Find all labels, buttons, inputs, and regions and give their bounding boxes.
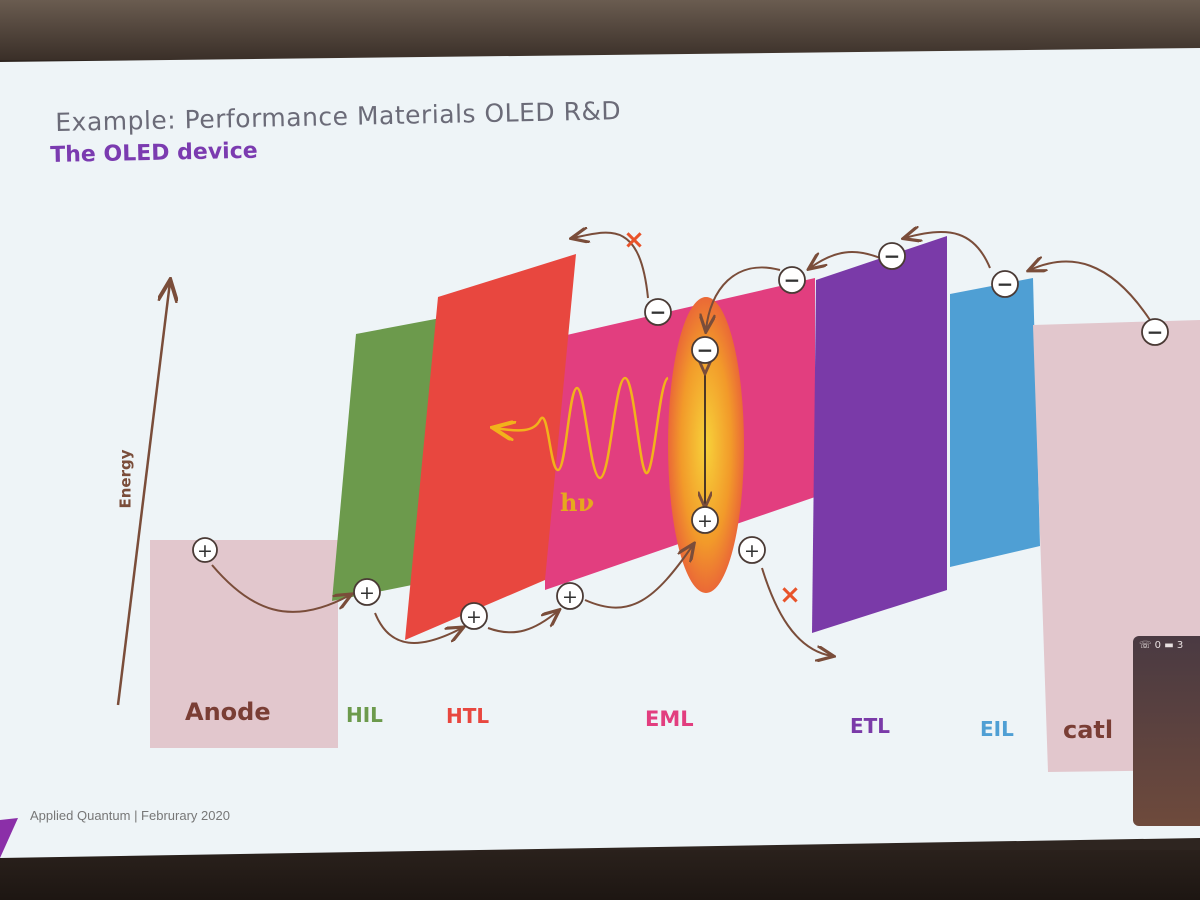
- room-floor: [0, 850, 1200, 900]
- electron-arrow-4: [706, 266, 781, 330]
- hole-arrow-blocked: [761, 567, 832, 656]
- hole-carriers: + + + + + +: [192, 506, 766, 630]
- hole-arrow-4: [584, 545, 693, 609]
- electron-etl-edge: −: [778, 266, 806, 294]
- electron-eil: −: [991, 270, 1019, 298]
- electron-blocked-symbol: −: [650, 300, 667, 324]
- hole-exciton-symbol: +: [697, 510, 713, 532]
- eil-label: EIL: [980, 717, 1014, 741]
- energy-axis-label: Energy: [116, 449, 135, 509]
- hole-path: [211, 545, 832, 656]
- blocked-electron-cross: ×: [623, 225, 645, 255]
- anode-layer: [150, 540, 338, 748]
- hole-exciton: +: [691, 506, 719, 534]
- hole-htl: +: [460, 602, 488, 630]
- electron-arrow-blocked: [573, 233, 649, 299]
- phone-overlay: ☏ 0 ▬ 3: [1133, 636, 1200, 826]
- eml-label: EML: [645, 707, 694, 731]
- hole-anode: +: [192, 537, 218, 563]
- electron-blocked: −: [644, 298, 672, 326]
- hole-eml-edge-symbol: +: [562, 586, 578, 608]
- htl-layer: [405, 254, 576, 640]
- electron-etl-top: −: [878, 242, 906, 270]
- anode-label: Anode: [185, 698, 271, 726]
- electron-etl-edge-symbol: −: [784, 268, 801, 292]
- hole-blocked: +: [738, 536, 766, 564]
- hole-arrow-2: [374, 612, 462, 644]
- hole-htl-symbol: +: [466, 606, 482, 628]
- electron-exciton-symbol: −: [697, 338, 714, 362]
- electron-cathode-symbol: −: [1147, 320, 1164, 344]
- electron-arrow-2: [905, 232, 991, 269]
- energy-axis: [116, 282, 170, 706]
- hole-arrow-1: [211, 564, 350, 613]
- hole-hil: +: [353, 578, 381, 606]
- photon-wave: [495, 376, 669, 480]
- hole-anode-symbol: +: [197, 540, 213, 562]
- hole-blocked-symbol: +: [744, 540, 760, 562]
- electron-cathode: −: [1141, 318, 1169, 346]
- phone-status-bar: ☏ 0 ▬ 3: [1139, 640, 1184, 651]
- electron-exciton: −: [691, 336, 719, 364]
- photon-label: hν: [560, 488, 595, 517]
- hole-eml-edge: +: [556, 582, 584, 610]
- electron-path: [573, 232, 1151, 330]
- etl-layer: [812, 236, 947, 633]
- slide-corner-accent: [0, 818, 18, 858]
- electron-eil-symbol: −: [997, 272, 1014, 296]
- electron-arrow-1: [1030, 262, 1151, 321]
- slide-footer: Applied Quantum | Februrary 2020: [30, 808, 230, 823]
- blocked-hole-cross: ×: [779, 580, 801, 610]
- electron-arrow-3: [810, 251, 881, 268]
- hil-label: HIL: [346, 703, 383, 727]
- hole-hil-symbol: +: [359, 582, 375, 604]
- electron-carriers: − − − − − −: [644, 242, 1169, 364]
- hole-arrow-3: [487, 611, 558, 634]
- eil-layer: [950, 278, 1040, 567]
- cathode-label: catl: [1063, 716, 1114, 744]
- room-ceiling: [0, 0, 1200, 60]
- etl-label: ETL: [850, 714, 891, 738]
- htl-label: HTL: [446, 704, 490, 728]
- slide-subtitle: The OLED device: [50, 138, 258, 168]
- electron-etl-top-symbol: −: [884, 244, 901, 268]
